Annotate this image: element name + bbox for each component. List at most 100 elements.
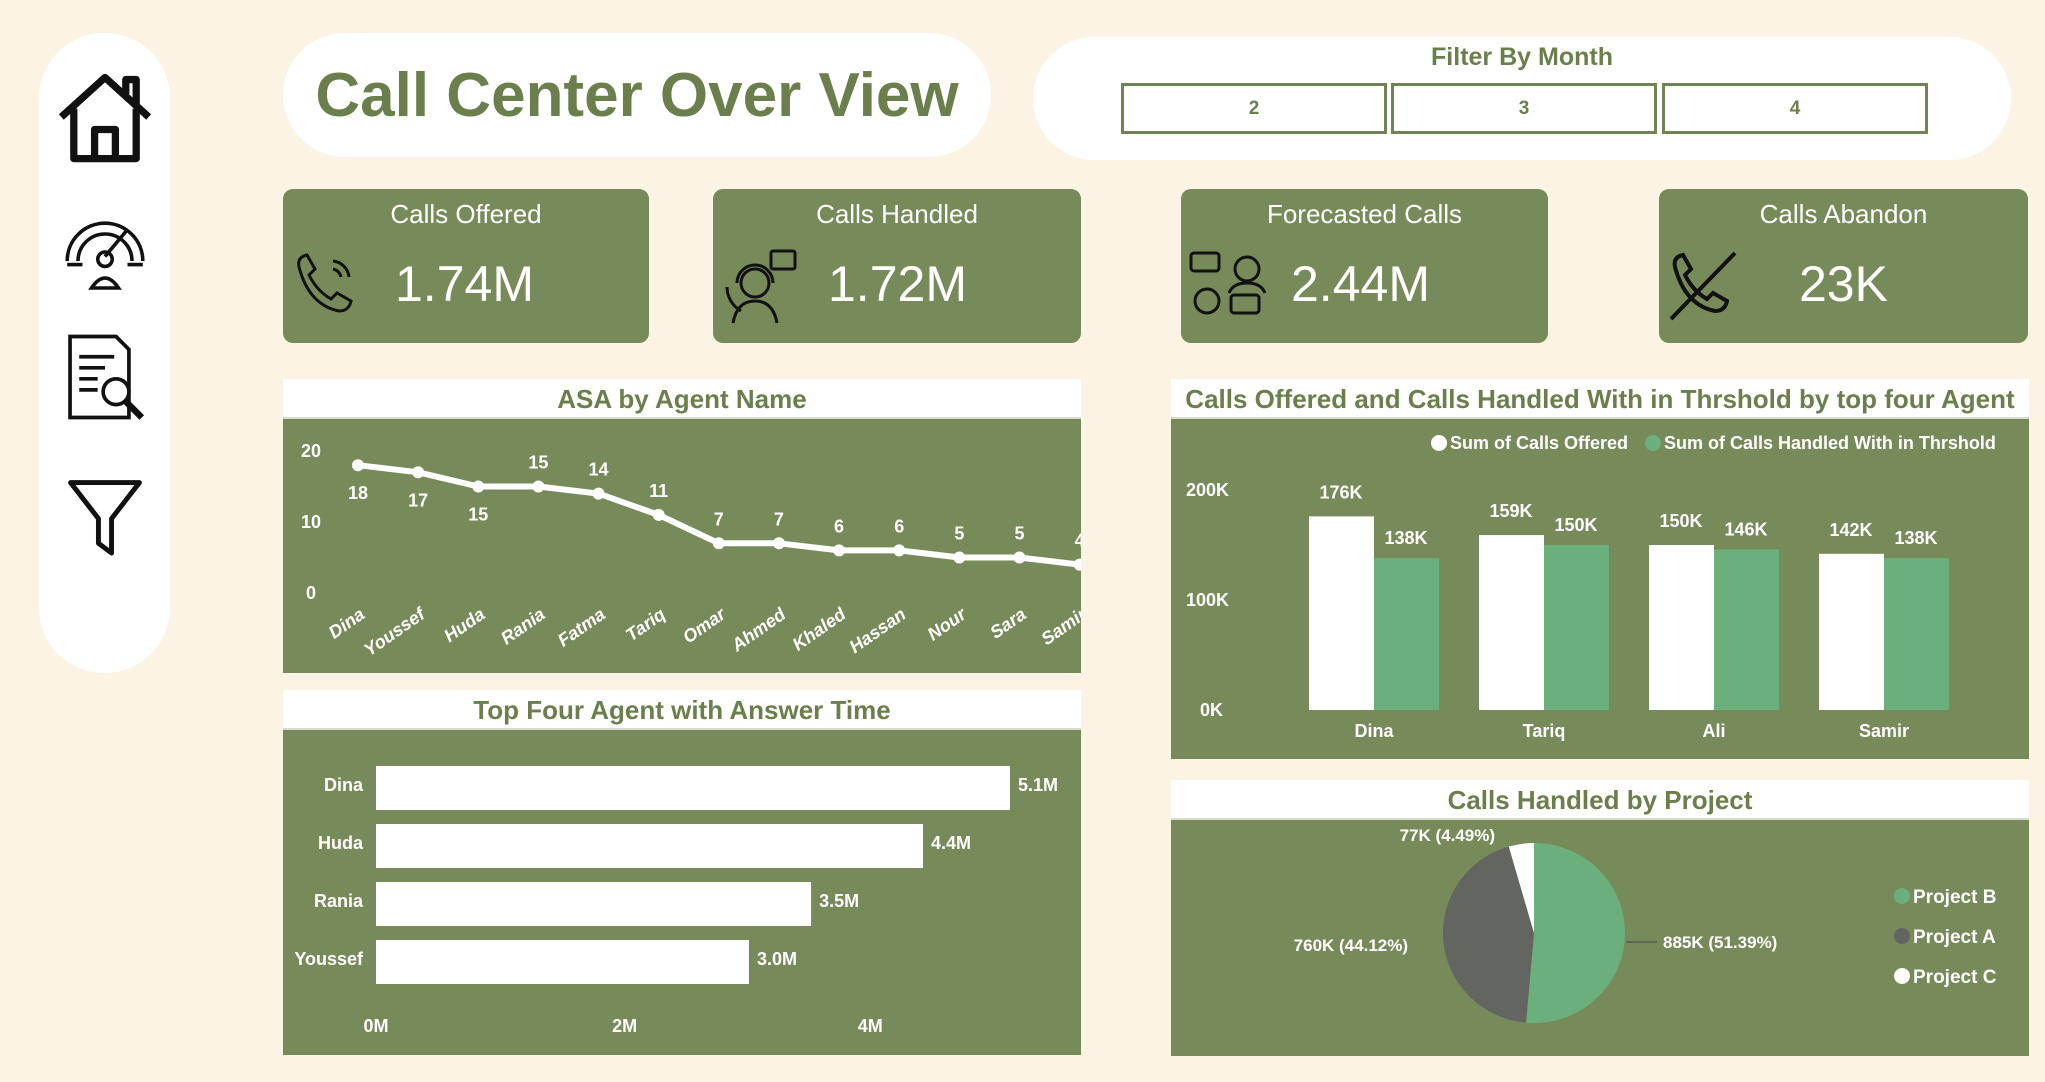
data-label: 3.0M — [757, 949, 797, 969]
data-point — [833, 544, 846, 557]
x-tick-label: Tariq — [1523, 721, 1566, 741]
bar — [1649, 545, 1714, 710]
x-tick-label: Ahmed — [727, 603, 790, 656]
data-label: 14 — [589, 460, 609, 480]
kpi-value: 1.74M — [395, 256, 534, 312]
y-tick-label: 10 — [301, 512, 321, 532]
pie-slice — [1508, 843, 1534, 933]
report-search-icon[interactable] — [51, 323, 159, 431]
x-tick-label: Dina — [325, 604, 368, 643]
chart-title: Calls Offered and Calls Handled With in … — [1171, 379, 2029, 419]
phone-off-icon — [1669, 251, 1737, 321]
kpi-value: 23K — [1799, 256, 1888, 312]
chart-title: Calls Handled by Project — [1171, 780, 2029, 820]
data-label: 885K (51.39%) — [1663, 933, 1777, 952]
data-label: 77K (4.49%) — [1400, 826, 1495, 845]
data-point — [652, 508, 665, 521]
data-label: 146K — [1724, 519, 1767, 539]
data-label: 6 — [894, 516, 904, 536]
data-label: 7 — [774, 509, 784, 529]
bar — [1819, 553, 1884, 710]
filter-month-2-button[interactable]: 2 — [1121, 83, 1387, 134]
x-tick-label: Sara — [986, 604, 1029, 643]
filter-label: Filter By Month — [1431, 43, 1613, 71]
kpi-calls-abandon: Calls Abandon 23K — [1659, 189, 2028, 343]
data-point — [953, 551, 966, 564]
data-label: 4.4M — [931, 833, 971, 853]
phone-ringing-icon — [297, 253, 353, 313]
kpi-label: Calls Handled — [816, 199, 978, 229]
data-point — [1013, 551, 1026, 564]
x-tick-label: Samir — [1037, 603, 1081, 649]
data-point — [1073, 558, 1081, 571]
data-label: 760K (44.12%) — [1294, 936, 1408, 955]
x-tick-label: 0M — [363, 1016, 388, 1036]
bar — [376, 824, 923, 868]
legend-marker — [1894, 968, 1910, 984]
data-label: 5 — [1014, 524, 1024, 544]
data-point — [712, 537, 725, 550]
y-tick-label: 0K — [1200, 700, 1223, 720]
chart-title: Top Four Agent with Answer Time — [283, 690, 1081, 730]
data-label: 138K — [1384, 528, 1427, 548]
x-tick-label: Dina — [1354, 721, 1394, 741]
legend-marker — [1894, 888, 1910, 904]
data-label: 18 — [348, 483, 368, 503]
data-label: 150K — [1554, 515, 1597, 535]
data-label: 6 — [834, 516, 844, 536]
y-tick-label: Huda — [318, 833, 364, 853]
data-label: 11 — [649, 481, 668, 501]
data-point — [532, 480, 545, 493]
data-label: 7 — [714, 509, 724, 529]
filter-funnel-icon[interactable] — [51, 463, 159, 571]
speedometer-agent-icon[interactable] — [51, 198, 159, 306]
bar — [1544, 545, 1609, 710]
legend-label: Sum of Calls Offered — [1450, 433, 1628, 453]
kpi-label: Calls Abandon — [1759, 199, 1928, 229]
filter-month-4-button[interactable]: 4 — [1662, 83, 1928, 134]
x-tick-label: Ali — [1702, 721, 1725, 741]
y-tick-label: 200K — [1186, 480, 1229, 500]
data-label: 5.1M — [1018, 775, 1058, 795]
legend-label: Project C — [1913, 967, 1997, 988]
legend-label: Sum of Calls Handled With in Thrshold — [1664, 433, 1996, 453]
agent-headset-icon — [725, 249, 797, 324]
project-pie-chart: 885K (51.39%) 760K (44.12%) 77K (4.49%) Pro… — [1294, 826, 1997, 1023]
kpi-value: 1.72M — [828, 256, 967, 312]
sidebar — [39, 33, 170, 673]
data-point — [772, 537, 785, 550]
x-tick-label: Khaled — [789, 603, 850, 654]
data-point — [893, 544, 906, 557]
page-title-box: Call Center Over View — [283, 33, 991, 157]
data-point — [472, 480, 485, 493]
y-tick-label: Youssef — [294, 949, 364, 969]
data-label: 15 — [468, 505, 488, 525]
asa-line-chart-panel: ASA by Agent Name 0 10 20 18 Dina 17 Youssef 15… — [283, 379, 1081, 673]
kpi-label: Calls Offered — [390, 199, 542, 229]
x-tick-label: Hassan — [846, 604, 910, 657]
x-tick-label: Samir — [1859, 721, 1909, 741]
data-label: 15 — [528, 453, 548, 473]
x-tick-label: Huda — [440, 604, 488, 646]
asa-line-chart: 0 10 20 18 Dina 17 Youssef 15 Huda 15 Rania 14 Fatma… — [301, 441, 1081, 660]
bar — [376, 766, 1010, 810]
kpi-value: 2.44M — [1291, 256, 1430, 312]
data-label: 4 — [1075, 531, 1081, 551]
bar — [376, 940, 749, 984]
x-tick-label: Fatma — [554, 604, 609, 651]
kpi-calls-offered: Calls Offered 1.74M — [283, 189, 649, 343]
legend-label: Project A — [1913, 927, 1996, 948]
y-tick-label: 0 — [306, 583, 316, 603]
filter-month-3-button[interactable]: 3 — [1391, 83, 1657, 134]
legend-marker — [1431, 435, 1447, 451]
project-pie-panel: Calls Handled by Project 885K (51.39%) 76… — [1171, 780, 2029, 1056]
home-icon[interactable] — [51, 63, 159, 171]
data-label: 150K — [1659, 511, 1702, 531]
legend-marker — [1894, 928, 1910, 944]
data-label: 5 — [954, 524, 964, 544]
bar — [1714, 549, 1779, 710]
answer-time-bar-chart: Dina 5.1M Huda 4.4M Rania 3.5M Youssef 3.0M 0M 2M… — [294, 766, 1058, 1036]
calls-threshold-bar-chart: Sum of Calls Offered Sum of Calls Handled… — [1186, 433, 1996, 741]
legend-marker — [1645, 435, 1661, 451]
y-tick-label: 20 — [301, 441, 321, 461]
